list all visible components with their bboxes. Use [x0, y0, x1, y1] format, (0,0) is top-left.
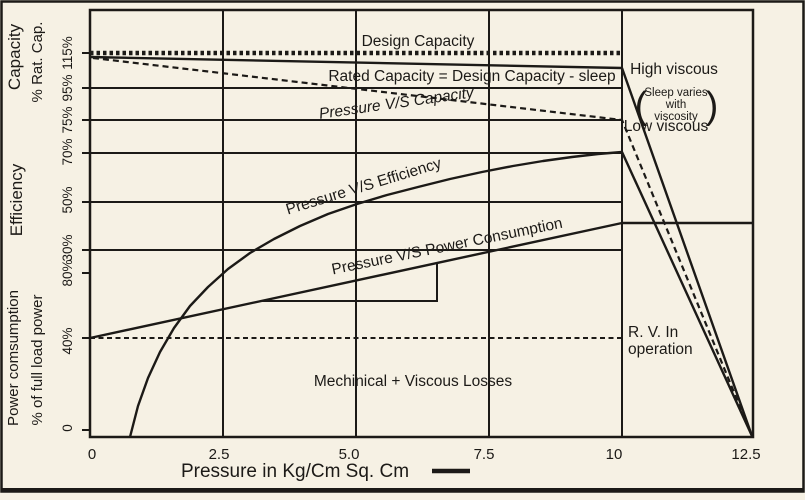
rated-capacity-line [89, 55, 754, 437]
efficiency-curve [128, 150, 754, 438]
y-label-power: Power comsumption [5, 290, 22, 426]
y-tick-80: 80% [60, 259, 75, 286]
sleep-note-line1: Sleep varies [644, 87, 708, 99]
design-capacity-label: Design Capacity [362, 33, 475, 50]
x-tick-5_0: 5.0 [339, 446, 360, 463]
rated-capacity-label: Rated Capacity = Design Capacity - sleep [328, 68, 615, 85]
x-tick-10: 10 [606, 446, 623, 463]
x-tick-0: 0 [88, 446, 96, 463]
rv-operation-label-line2: operation [628, 341, 693, 358]
high-viscous-label: High viscous [630, 61, 718, 78]
sleep-note-line3: viscosity [654, 111, 698, 123]
y-tick-70: 70% [60, 138, 75, 165]
sleep-note-line2: with [665, 99, 686, 111]
y-tick-95: 95% [60, 74, 75, 101]
rv-operation-label-line1: R. V. In [628, 324, 678, 341]
x-tick-12_5: 12.5 [731, 446, 760, 463]
sleep-note-paren-close: ) [706, 85, 719, 127]
y-label-power-units: % of full load power [29, 295, 46, 426]
sleep-note-paren-open: ( [635, 85, 648, 127]
y-label-capacity-units: % Rat. Cap. [29, 22, 46, 103]
x-tick-labels: 0 2.5 5.0 7.5 10 12.5 [88, 446, 761, 463]
power-consumption-line [89, 221, 753, 340]
y-tick-50: 50% [60, 186, 75, 213]
y-tick-30: 30% [60, 234, 75, 261]
y-axis-ticks [82, 52, 90, 431]
x-tick-7_5: 7.5 [474, 446, 495, 463]
losses-label: Mechinical + Viscous Losses [314, 373, 513, 390]
y-label-efficiency: Efficiency [7, 163, 26, 236]
y-label-capacity: Capacity [5, 23, 24, 90]
x-tick-2_5: 2.5 [209, 446, 230, 463]
power-step-bracket [262, 262, 438, 302]
y-tick-40: 40% [60, 327, 75, 354]
low-viscous-label: Low viscous [624, 118, 709, 135]
y-tick-115: 115% [60, 36, 75, 70]
y-tick-0: 0 [60, 424, 75, 432]
y-tick-75: 75% [60, 106, 75, 133]
capacity-vs-pressure-dashed-line [92, 56, 754, 437]
x-axis-title: Pressure in Kg/Cm Sq. Cm [181, 461, 409, 482]
y-tick-labels: 115% 95% 75% 70% 50% 30% 80% 40% 0 [60, 36, 75, 432]
